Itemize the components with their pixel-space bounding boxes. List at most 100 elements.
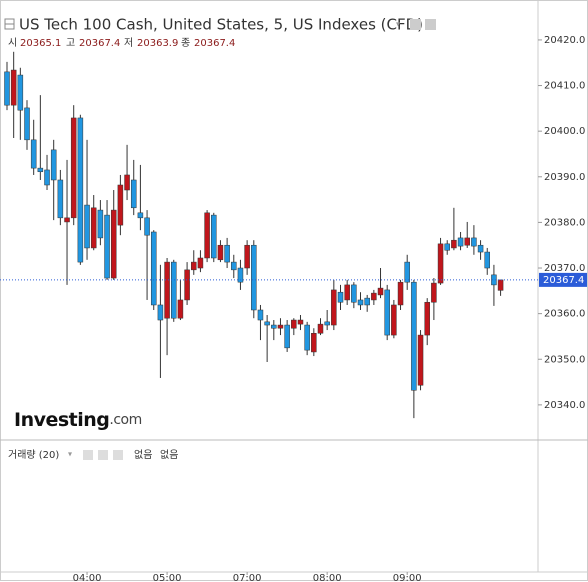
dropdown-icon[interactable]: ▾: [68, 450, 72, 459]
candle-body: [337, 291, 344, 303]
y-tick-label: 20390.0: [544, 172, 585, 183]
candle-body: [464, 237, 470, 246]
candle-body: [444, 243, 450, 251]
x-tick-label: 04:00: [73, 573, 102, 582]
candle-body: [457, 237, 464, 247]
candle-body: [70, 117, 77, 219]
y-tick-label: 20350.0: [544, 354, 585, 365]
candle-body: [391, 304, 397, 336]
candle-body: [64, 217, 70, 223]
candle-body: [311, 333, 317, 353]
candle-body: [164, 261, 170, 319]
candle-body: [384, 289, 390, 336]
candle-body: [30, 139, 37, 169]
volume-title: 거래량 (20): [8, 449, 59, 461]
watermark: Investing.com: [14, 409, 142, 431]
candle-body: [171, 261, 177, 319]
candle-body: [484, 251, 490, 269]
candle-body: [357, 299, 364, 306]
candle-body: [104, 214, 110, 279]
candle-body: [297, 319, 304, 325]
candle-body: [130, 179, 137, 209]
ohlc-label: 고: [66, 38, 75, 49]
candle-body: [84, 204, 90, 249]
y-tick-label: 20400.0: [544, 126, 585, 137]
candle-body: [397, 281, 404, 306]
x-tick-label: 08:00: [313, 573, 342, 582]
y-tick-label: 20410.0: [544, 81, 585, 92]
watermark-suffix: .com: [109, 412, 141, 428]
candle-body: [471, 237, 477, 247]
candle-body: [244, 244, 250, 269]
candle-body: [24, 107, 30, 141]
ohlc-label: 종: [181, 37, 190, 49]
settings-icon[interactable]: [83, 450, 93, 460]
candle-body: [277, 324, 284, 329]
candle-body: [431, 282, 437, 303]
candle-body: [424, 301, 430, 336]
ohlc-label: 저: [124, 37, 133, 49]
candle-body: [344, 284, 350, 301]
candle-body: [44, 169, 50, 186]
candle-body: [451, 239, 457, 249]
settings-icon[interactable]: [98, 450, 108, 460]
candle-body: [264, 321, 270, 326]
ohlc-value: 20367.4: [194, 38, 235, 49]
volume-value: 없음: [160, 448, 178, 461]
candle-body: [271, 324, 277, 329]
x-tick-label: 09:00: [393, 573, 422, 582]
chart-title: US Tech 100 Cash, United States, 5, US I…: [19, 16, 423, 34]
last-price-label: 20367.4: [543, 275, 584, 286]
candle-body: [90, 207, 97, 249]
candle-body: [417, 334, 424, 386]
candle-body: [284, 324, 290, 349]
y-tick-label: 20370.0: [544, 263, 585, 274]
candle-body: [204, 212, 210, 259]
candle-body: [437, 243, 444, 284]
candle-body: [411, 281, 417, 391]
volume-value: 없음: [134, 448, 152, 461]
candle-body: [237, 267, 244, 283]
ohlc-value: 20367.4: [79, 38, 120, 49]
dropdown-icon[interactable]: ▾: [396, 20, 400, 29]
candle-body: [157, 304, 164, 321]
candle-body: [231, 261, 237, 271]
candle-body: [137, 212, 144, 219]
candle-body: [304, 324, 310, 351]
settings-icon[interactable]: [425, 19, 436, 30]
candle-body: [317, 323, 324, 334]
candle-body: [177, 299, 184, 319]
candle-body: [257, 309, 264, 321]
candle-body: [477, 244, 484, 253]
candle-body: [110, 209, 117, 279]
y-tick-label: 20420.0: [544, 35, 585, 46]
candle-body: [144, 217, 150, 236]
candle-body: [331, 289, 337, 326]
candle-body: [191, 261, 197, 271]
candle-body: [491, 274, 497, 286]
candle-body: [404, 261, 410, 283]
candle-body: [57, 179, 64, 219]
candle-body: [17, 74, 24, 111]
candle-body: [324, 321, 330, 326]
candle-body: [124, 174, 130, 191]
last-price-box: [539, 272, 587, 287]
candle-body: [351, 284, 357, 303]
candle-body: [50, 149, 57, 181]
candle-body: [497, 279, 504, 291]
close-icon[interactable]: [113, 450, 123, 460]
candle-body: [150, 231, 157, 306]
ohlc-value: 20363.9: [137, 38, 178, 49]
candle-body: [77, 117, 84, 263]
candle-body: [97, 209, 104, 239]
candle-body: [251, 244, 257, 311]
ohlc-label: 시: [8, 37, 17, 49]
candle-body: [4, 71, 10, 106]
watermark-main: Investing: [14, 409, 109, 431]
candle-body: [37, 167, 44, 173]
settings-icon[interactable]: [410, 19, 421, 30]
candle-body: [117, 184, 124, 226]
candle-body: [291, 319, 297, 329]
